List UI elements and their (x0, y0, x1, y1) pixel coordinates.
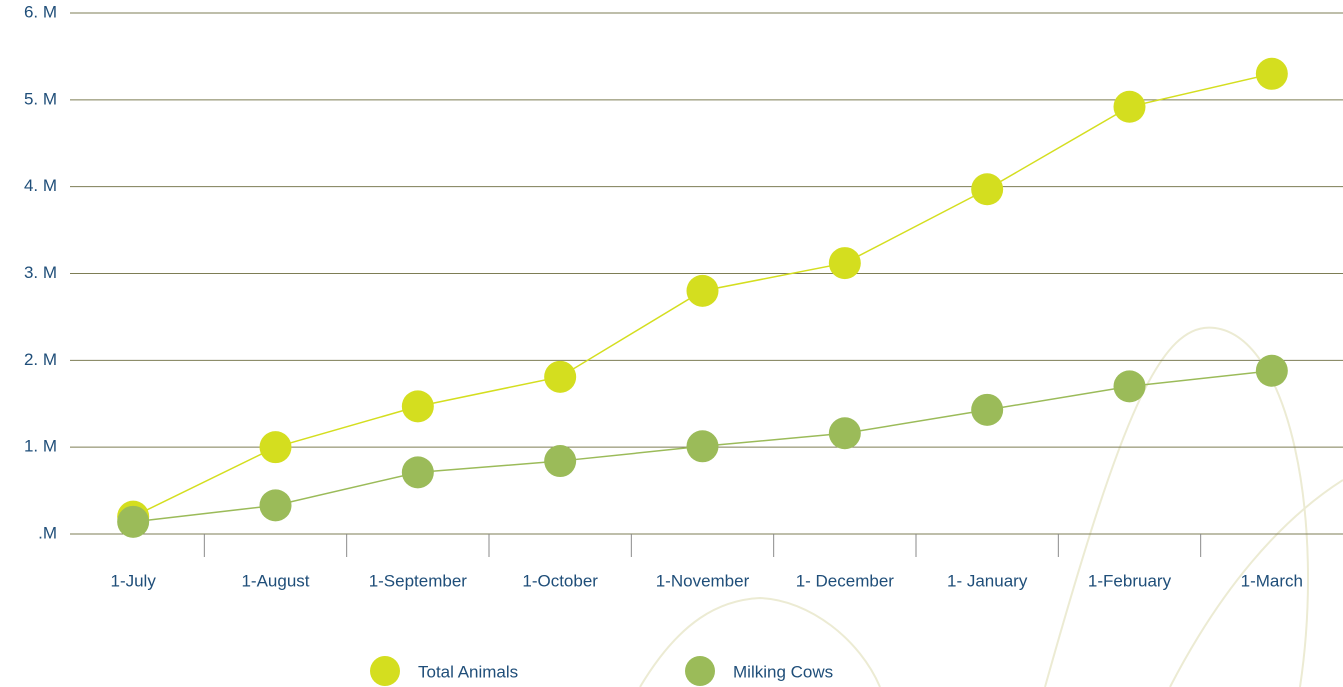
y-tick-label: 1. M (24, 437, 57, 456)
x-tick-label: 1-February (1088, 571, 1172, 590)
data-point (260, 431, 292, 463)
chart: .M 1. M 2. M 3. M 4. M 5. M 6. M 1-July 1-August… (0, 0, 1343, 687)
legend-marker (370, 656, 400, 686)
data-point (1256, 58, 1288, 90)
data-point (971, 173, 1003, 205)
x-tick-label: 1-August (241, 571, 309, 590)
y-tick-label: 6. M (24, 2, 57, 21)
x-tick-label: 1- January (947, 571, 1028, 590)
legend-label: Milking Cows (733, 662, 833, 681)
data-point (1256, 355, 1288, 387)
x-tick-label: 1-September (369, 571, 468, 590)
data-point (1114, 91, 1146, 123)
y-tick-label: 3. M (24, 263, 57, 282)
data-point (544, 445, 576, 477)
x-tick-label: 1-October (522, 571, 598, 590)
data-point (402, 390, 434, 422)
data-point (1114, 370, 1146, 402)
y-tick-label: 2. M (24, 350, 57, 369)
background-decoration (640, 328, 1343, 687)
page: {"chart_data": {"type": "line", "categor… (0, 0, 1343, 687)
data-point (971, 394, 1003, 426)
legend-marker (685, 656, 715, 686)
legend-label: Total Animals (418, 662, 518, 681)
x-tick-label: 1-March (1241, 571, 1303, 590)
data-point (544, 361, 576, 393)
data-point (260, 489, 292, 521)
data-point (687, 430, 719, 462)
y-tick-label: 5. M (24, 89, 57, 108)
data-point (829, 247, 861, 279)
y-tick-label: 4. M (24, 176, 57, 195)
grid: .M 1. M 2. M 3. M 4. M 5. M 6. M 1-July 1-August… (24, 2, 1343, 590)
data-point (402, 456, 434, 488)
x-tick-label: 1-July (110, 571, 156, 590)
x-tick-label: 1- December (796, 571, 895, 590)
y-tick-label: .M (38, 523, 57, 542)
data-point (687, 275, 719, 307)
data-point (117, 506, 149, 538)
x-tick-label: 1-November (656, 571, 750, 590)
data-point (829, 417, 861, 449)
